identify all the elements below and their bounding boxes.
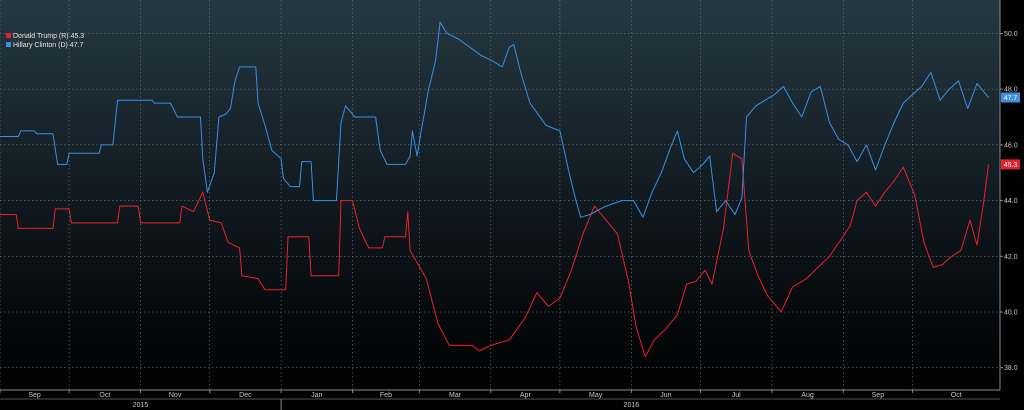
last-value-badge-text: 45.3 bbox=[1004, 162, 1018, 169]
y-tick-label: 40.0 bbox=[1004, 310, 1018, 317]
last-value-badge bbox=[1001, 92, 1020, 103]
x-tick-label: Jan bbox=[311, 392, 322, 399]
year-label: 2016 bbox=[624, 402, 640, 409]
x-tick-label: Sep bbox=[872, 392, 885, 399]
x-tick-label: Nov bbox=[169, 392, 182, 399]
series-line bbox=[0, 21, 989, 218]
x-tick-label: Jul bbox=[732, 392, 741, 399]
series-line bbox=[0, 152, 989, 358]
y-tick-label: 48.0 bbox=[1004, 87, 1018, 94]
x-tick-label: Apr bbox=[520, 392, 532, 399]
last-value-badge-text: 47.7 bbox=[1004, 95, 1018, 102]
y-tick-label: 44.0 bbox=[1004, 198, 1018, 205]
horizontal-gridlines bbox=[0, 33, 1000, 369]
x-tick-label: Dec bbox=[239, 392, 252, 399]
x-tick-label: Jun bbox=[660, 392, 671, 399]
plot-background bbox=[0, 0, 1000, 390]
y-tick-label: 50.0 bbox=[1004, 31, 1018, 38]
legend-swatch bbox=[6, 33, 11, 38]
x-axis-ticks: Sep Oct Nov Dec Jan Feb Mar Apr May Jun Jul Aug Sep O… bbox=[0, 390, 962, 410]
legend: Donald Trump (R) 45.3 Hillary Clinton (D)… bbox=[6, 33, 84, 49]
x-tick-label: May bbox=[589, 392, 603, 399]
x-tick-label: Oct bbox=[951, 392, 962, 399]
series-layer bbox=[0, 21, 989, 358]
x-tick-label: Feb bbox=[380, 392, 392, 399]
x-tick-label: Aug bbox=[801, 392, 814, 399]
legend-label: Hillary Clinton (D) 47.7 bbox=[13, 42, 84, 49]
y-axis-ticks: 38.0 40.0 42.0 44.0 46.0 48.0 50.0 bbox=[1000, 31, 1018, 372]
bottom-axis-panel bbox=[0, 390, 1000, 410]
vertical-gridlines bbox=[0, 0, 913, 390]
x-tick-label: Oct bbox=[99, 392, 110, 399]
y-tick-label: 38.0 bbox=[1004, 365, 1018, 372]
legend-label: Donald Trump (R) 45.3 bbox=[13, 33, 84, 40]
last-value-badge bbox=[1001, 159, 1020, 170]
y-tick-label: 42.0 bbox=[1004, 254, 1018, 261]
right-axis-panel bbox=[1000, 0, 1024, 410]
last-value-badges: 45.3 47.7 bbox=[1001, 92, 1020, 170]
year-label: 2015 bbox=[133, 402, 149, 409]
x-tick-label: Sep bbox=[28, 392, 41, 399]
y-tick-label: 46.0 bbox=[1004, 142, 1018, 149]
legend-swatch bbox=[6, 42, 11, 47]
x-tick-label: Mar bbox=[449, 392, 462, 399]
